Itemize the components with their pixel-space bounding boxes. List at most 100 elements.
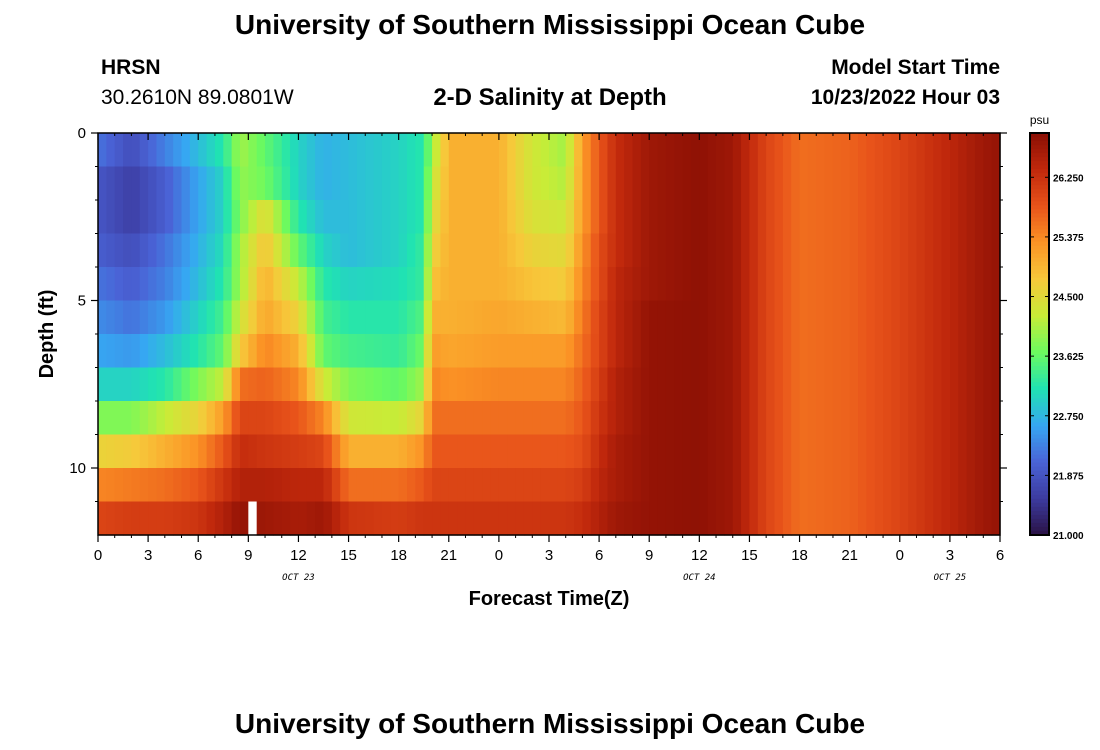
heatmap-cell	[373, 166, 383, 201]
colorbar-swatch	[1030, 277, 1049, 283]
heatmap-cell	[482, 401, 492, 436]
heatmap-cell	[390, 501, 400, 536]
colorbar-swatch	[1030, 225, 1049, 231]
heatmap-cell	[131, 501, 141, 536]
colorbar-swatch	[1030, 197, 1049, 202]
x-axis-label: Forecast Time(Z)	[469, 588, 630, 610]
heatmap-cell	[565, 166, 575, 201]
heatmap-cell	[958, 468, 968, 503]
heatmap-cell	[407, 501, 416, 536]
heatmap-cell	[782, 267, 792, 302]
heatmap-cell	[916, 133, 926, 168]
heatmap-cell	[223, 133, 233, 168]
heatmap-cell	[716, 367, 725, 402]
colorbar-swatch	[1030, 201, 1049, 206]
x-tick-label: 12	[290, 547, 307, 564]
heatmap-cell	[265, 233, 274, 268]
heatmap-cell	[799, 300, 809, 335]
heatmap-cell	[549, 267, 558, 302]
heatmap-cell	[665, 334, 675, 369]
heatmap-cell	[173, 200, 183, 235]
heatmap-cell	[490, 434, 500, 469]
heatmap-cell	[189, 233, 199, 268]
colorbar-swatch	[1030, 466, 1049, 472]
heatmap-cell	[565, 133, 575, 168]
colorbar-swatch	[1030, 378, 1049, 383]
heatmap-cell	[599, 367, 609, 402]
heatmap-cell	[749, 166, 759, 201]
heatmap-cell	[966, 501, 976, 536]
heatmap-cell	[181, 434, 191, 469]
colorbar-swatch	[1030, 189, 1049, 194]
heatmap-cell	[557, 200, 567, 235]
heatmap-cell	[148, 133, 158, 168]
heatmap-cell	[114, 300, 124, 335]
heatmap-cell	[507, 300, 517, 335]
colorbar-swatch	[1030, 446, 1049, 452]
heatmap-cell	[256, 401, 266, 436]
heatmap-cell	[256, 468, 266, 503]
colorbar-swatch	[1030, 165, 1049, 170]
heatmap-cell	[323, 434, 333, 469]
heatmap-cell	[390, 468, 400, 503]
heatmap-cell	[690, 401, 700, 436]
heatmap-cell	[448, 334, 458, 369]
x-tick-label: 21	[440, 547, 457, 564]
heatmap-cell	[858, 200, 867, 235]
heatmap-cell	[156, 434, 166, 469]
heatmap-cell	[958, 267, 968, 302]
heatmap-cell	[757, 367, 767, 402]
heatmap-cell	[615, 133, 625, 168]
heatmap-cell	[415, 133, 425, 168]
heatmap-cell	[707, 233, 717, 268]
heatmap-cell	[657, 267, 667, 302]
heatmap-cell	[423, 468, 433, 503]
y-axis: 0 5 10	[69, 125, 1007, 502]
heatmap-cell	[156, 401, 166, 436]
heatmap-cell	[974, 166, 984, 201]
heatmap-cell	[365, 501, 375, 536]
heatmap-cell	[974, 401, 984, 436]
heatmap-cell	[565, 267, 575, 302]
heatmap-cell	[164, 434, 174, 469]
heatmap-cell	[465, 367, 475, 402]
heatmap-cell	[273, 501, 283, 536]
colorbar-swatch	[1030, 462, 1049, 468]
heatmap-cell	[281, 133, 291, 168]
heatmap-cell	[181, 200, 191, 235]
heatmap-cell	[615, 501, 625, 536]
heatmap-cell	[732, 200, 742, 235]
heatmap-cell	[724, 401, 734, 436]
heatmap-cell	[498, 200, 508, 235]
heatmap-cell	[640, 434, 650, 469]
heatmap-cell	[298, 233, 308, 268]
colorbar-swatch	[1030, 237, 1049, 243]
heatmap-cell	[807, 166, 817, 201]
heatmap-cell	[607, 166, 617, 201]
x-tick-label: 15	[340, 547, 357, 564]
heatmap-cell	[348, 233, 358, 268]
heatmap-cell	[131, 300, 141, 335]
heatmap-cell	[173, 501, 183, 536]
heatmap-cell	[114, 367, 124, 402]
heatmap-cell	[665, 200, 675, 235]
heatmap-cell	[816, 200, 826, 235]
heatmap-cell	[824, 133, 834, 168]
heatmap-cell	[465, 434, 475, 469]
heatmap-cell	[916, 300, 926, 335]
heatmap-cell	[624, 233, 634, 268]
heatmap-cell	[223, 468, 233, 503]
heatmap-cell	[916, 468, 926, 503]
heatmap-cell	[290, 133, 300, 168]
heatmap-cell	[749, 334, 759, 369]
heatmap-cell	[114, 166, 124, 201]
heatmap-cell	[365, 166, 375, 201]
heatmap-cell	[415, 200, 425, 235]
heatmap-cell	[131, 200, 141, 235]
heatmap-cell	[841, 468, 851, 503]
heatmap-cell	[281, 233, 291, 268]
heatmap-cell	[766, 501, 776, 536]
heatmap-cell	[782, 133, 792, 168]
y-axis-label: Depth (ft)	[36, 290, 58, 379]
heatmap-cell	[139, 334, 149, 369]
